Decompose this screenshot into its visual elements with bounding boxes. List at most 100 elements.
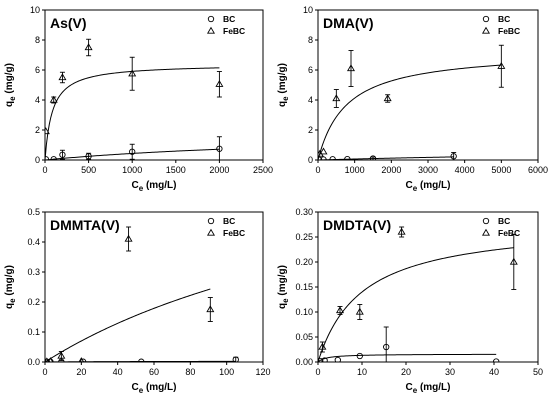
fit-curve-febc <box>45 288 211 362</box>
legend-label-febc: FeBC <box>223 26 245 36</box>
data-point-febc <box>335 306 345 314</box>
legend-marker-febc <box>206 228 216 236</box>
x-axis-title: Ce (mg/L) <box>131 382 176 395</box>
legend-label-bc: BC <box>498 14 510 24</box>
y-tick-label: 8 <box>35 35 40 45</box>
y-axis-title: qe (mg/g) <box>4 265 17 309</box>
data-point-febc <box>318 149 324 157</box>
data-point-febc <box>124 234 133 242</box>
data-point-febc <box>84 43 93 51</box>
y-tick-label: 0.05 <box>295 332 313 342</box>
x-tick-label: 5000 <box>491 165 511 175</box>
legend-marker-bc <box>482 217 490 225</box>
x-tick-label: 0 <box>315 165 320 175</box>
x-tick-label: 100 <box>219 367 234 377</box>
y-axis-title: qe (mg/g) <box>277 265 290 309</box>
legend-label-febc: FeBC <box>223 228 245 238</box>
y-tick-label: 0 <box>35 155 40 165</box>
y-tick-label: 0 <box>308 155 313 165</box>
x-axis-title: Ce (mg/L) <box>405 180 450 193</box>
data-point-febc <box>383 94 392 102</box>
y-tick-label: 6 <box>35 65 40 75</box>
y-tick-label: 0.3 <box>27 267 40 277</box>
data-point-bc <box>129 148 136 155</box>
plot-area <box>318 226 518 362</box>
data-point-bc <box>493 358 500 362</box>
data-point-febc <box>318 342 327 350</box>
data-point-febc <box>332 94 341 102</box>
y-tick-label: 0.2 <box>27 297 40 307</box>
x-tick-label: 0 <box>42 165 47 175</box>
panel-title: DMDTA(V) <box>323 217 391 233</box>
data-point-febc <box>206 305 215 313</box>
x-tick-label: 50 <box>533 367 543 377</box>
y-tick-label: 4 <box>308 95 313 105</box>
x-tick-label: 40 <box>489 367 499 377</box>
data-point-bc <box>138 358 145 362</box>
x-axis-title: Ce (mg/L) <box>405 382 450 395</box>
y-tick-label: 0.20 <box>295 257 313 267</box>
data-point-bc <box>45 156 50 160</box>
x-tick-label: 2000 <box>209 165 229 175</box>
data-point-bc <box>318 357 324 362</box>
data-point-bc <box>232 356 239 362</box>
fit-curve-febc <box>318 247 514 362</box>
data-point-febc <box>78 357 85 362</box>
legend-marker-bc <box>482 15 490 23</box>
legend-marker-bc <box>207 217 215 225</box>
data-point-febc <box>45 127 50 135</box>
data-point-bc <box>329 156 336 160</box>
y-tick-label: 0.5 <box>27 207 40 217</box>
data-point-febc <box>319 147 328 155</box>
fit-curve-bc <box>318 156 454 160</box>
x-tick-label: 2000 <box>381 165 401 175</box>
data-point-bc <box>383 343 390 351</box>
y-axis-title: qe (mg/g) <box>4 63 17 107</box>
x-tick-label: 40 <box>113 367 123 377</box>
legend-label-bc: BC <box>223 14 235 24</box>
fit-curve-bc <box>45 360 236 362</box>
data-point-febc <box>509 257 518 265</box>
chart-panel-1: 0 500 1000 1500 2000 2500 0 2 4 6 8 10 Ce (mg/L) qe (… <box>4 5 273 193</box>
data-point-febc <box>215 79 224 87</box>
x-tick-label: 20 <box>76 367 86 377</box>
x-tick-label: 10 <box>357 367 367 377</box>
plot-area <box>45 38 224 160</box>
x-tick-label: 1000 <box>122 165 142 175</box>
data-point-bc <box>344 155 351 160</box>
panel-title: DMMTA(V) <box>50 217 120 233</box>
plot-area <box>45 226 239 362</box>
data-point-bc <box>80 358 87 362</box>
x-tick-label: 4000 <box>455 165 475 175</box>
plot-area <box>318 44 506 160</box>
chart-panel-4: 0 10 20 30 40 50 0.00 0.05 0.10 0.15 0.20 0.25 0.30 C… <box>277 207 543 395</box>
data-point-febc <box>49 95 58 103</box>
plot-frame <box>44 9 264 161</box>
data-point-bc <box>50 156 57 160</box>
data-point-febc <box>128 69 137 77</box>
legend-marker-febc <box>481 228 491 236</box>
y-tick-label: 0.0 <box>27 357 40 367</box>
x-tick-label: 30 <box>445 367 455 377</box>
data-point-febc <box>497 61 506 69</box>
data-point-bc <box>321 357 328 362</box>
x-tick-label: 500 <box>81 165 96 175</box>
y-tick-label: 2 <box>35 125 40 135</box>
data-point-bc <box>334 356 341 362</box>
x-tick-label: 3000 <box>418 165 438 175</box>
y-tick-label: 0.15 <box>295 282 313 292</box>
data-point-bc <box>85 153 92 160</box>
data-point-bc <box>320 156 327 160</box>
x-tick-label: 120 <box>255 367 270 377</box>
x-tick-label: 2500 <box>253 165 273 175</box>
y-tick-label: 0.30 <box>295 207 313 217</box>
data-point-febc <box>355 307 364 315</box>
y-tick-label: 10 <box>30 5 40 15</box>
legend-label-febc: FeBC <box>498 228 520 238</box>
y-tick-label: 0.4 <box>27 237 40 247</box>
data-point-bc <box>59 151 66 158</box>
x-tick-label: 80 <box>185 367 195 377</box>
y-tick-label: 4 <box>35 95 40 105</box>
legend-marker-bc <box>207 15 215 23</box>
data-point-febc <box>397 227 406 235</box>
